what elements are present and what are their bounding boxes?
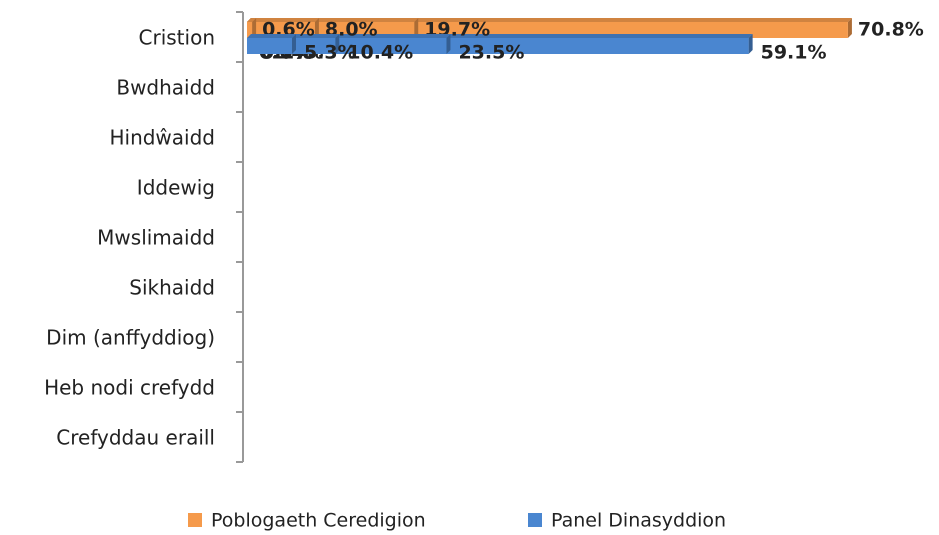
bar-side [252,18,257,38]
bar-top [247,18,319,22]
value-label: 59.1% [761,42,827,64]
category-label: Sikhaidd [129,276,215,300]
legend-swatch [528,513,542,527]
bar [247,38,292,54]
category-label: Heb nodi crefydd [44,376,215,400]
bar-side [335,34,340,54]
bar-top [247,34,296,38]
legend-label: Panel Dinasyddion [551,510,726,532]
category-label: Dim (anffyddiog) [46,326,215,350]
bar-side [748,34,753,54]
category-label: Mwslimaidd [97,226,215,250]
bar-side [847,18,852,38]
category-label: Iddewig [137,176,215,200]
value-label: 5.3% [304,42,357,64]
bar-side [314,18,319,38]
legend-swatch [188,513,202,527]
category-label: Crefyddau eraill [56,426,215,450]
value-label: 23.5% [458,42,524,64]
value-label: 70.8% [858,19,924,41]
value-label: 10.4% [347,42,413,64]
category-label: Bwdhaidd [116,76,215,100]
bar-top [247,18,257,22]
bar-side [291,34,296,54]
category-label: Hindŵaidd [109,126,215,150]
legend-label: Poblogaeth Ceredigion [211,510,426,532]
bar [247,22,253,38]
bar-side [446,34,451,54]
bar-side [414,18,419,38]
category-label: Cristion [139,26,215,50]
